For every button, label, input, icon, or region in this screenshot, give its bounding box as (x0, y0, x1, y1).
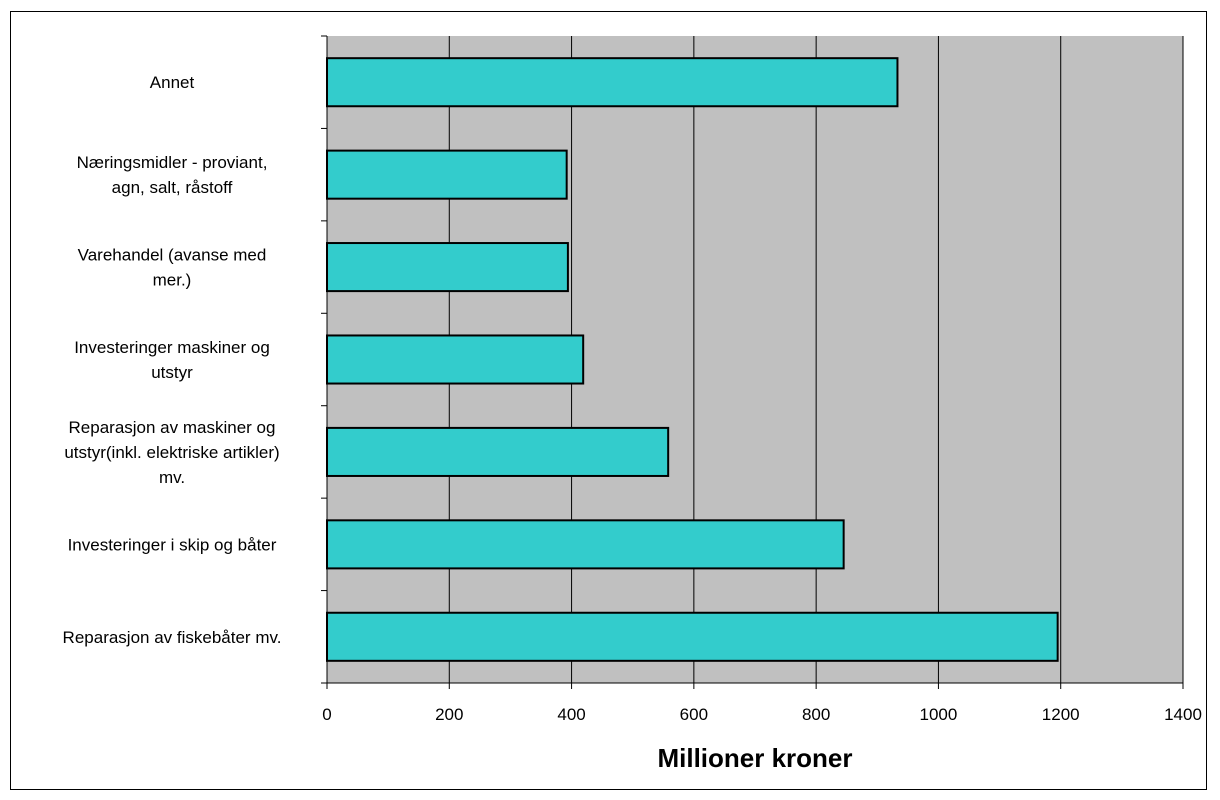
category-label: Annet (150, 73, 195, 92)
category-label-line: agn, salt, råstoff (112, 178, 233, 197)
category-label-line: Varehandel (avanse med (78, 246, 267, 265)
bar (326, 57, 899, 108)
category-label-line: utstyr(inkl. elektriske artikler) (64, 443, 279, 462)
category-label-line: mer.) (153, 271, 192, 290)
category-label: Investeringer maskiner og utstyr (74, 338, 270, 382)
x-tick-label: 600 (680, 705, 708, 724)
bar (326, 242, 569, 293)
category-label-line: Annet (150, 73, 195, 92)
category-label-line: Reparasjon av maskiner og (69, 418, 276, 437)
x-tick-label: 1200 (1042, 705, 1080, 724)
x-tick-label: 200 (435, 705, 463, 724)
category-label-line: mv. (159, 468, 185, 487)
category-label: Investeringer i skip og båter (68, 535, 277, 554)
x-tick-label: 400 (557, 705, 585, 724)
category-label: Varehandel (avanse med mer.) (78, 246, 267, 290)
x-tick-label: 0 (322, 705, 331, 724)
bar (326, 426, 670, 477)
bar (326, 334, 585, 385)
category-label-line: Næringsmidler - proviant, (77, 153, 268, 172)
category-label-line: Reparasjon av fiskebåter mv. (63, 628, 282, 647)
category-label: Næringsmidler - proviant, agn, salt, råst… (77, 153, 268, 197)
x-axis-title: Millioner kroner (657, 743, 852, 773)
bar (326, 519, 845, 570)
category-label-line: Investeringer maskiner og (74, 338, 270, 357)
category-label: Reparasjon av maskiner og utstyr(inkl. el… (64, 418, 279, 487)
x-tick-label: 800 (802, 705, 830, 724)
x-tick-label: 1400 (1164, 705, 1202, 724)
bar (326, 611, 1059, 662)
bar (326, 149, 568, 200)
category-label-line: Investeringer i skip og båter (68, 535, 277, 554)
x-tick-label: 1000 (920, 705, 958, 724)
category-label-line: utstyr (151, 363, 193, 382)
category-label: Reparasjon av fiskebåter mv. (63, 628, 282, 647)
